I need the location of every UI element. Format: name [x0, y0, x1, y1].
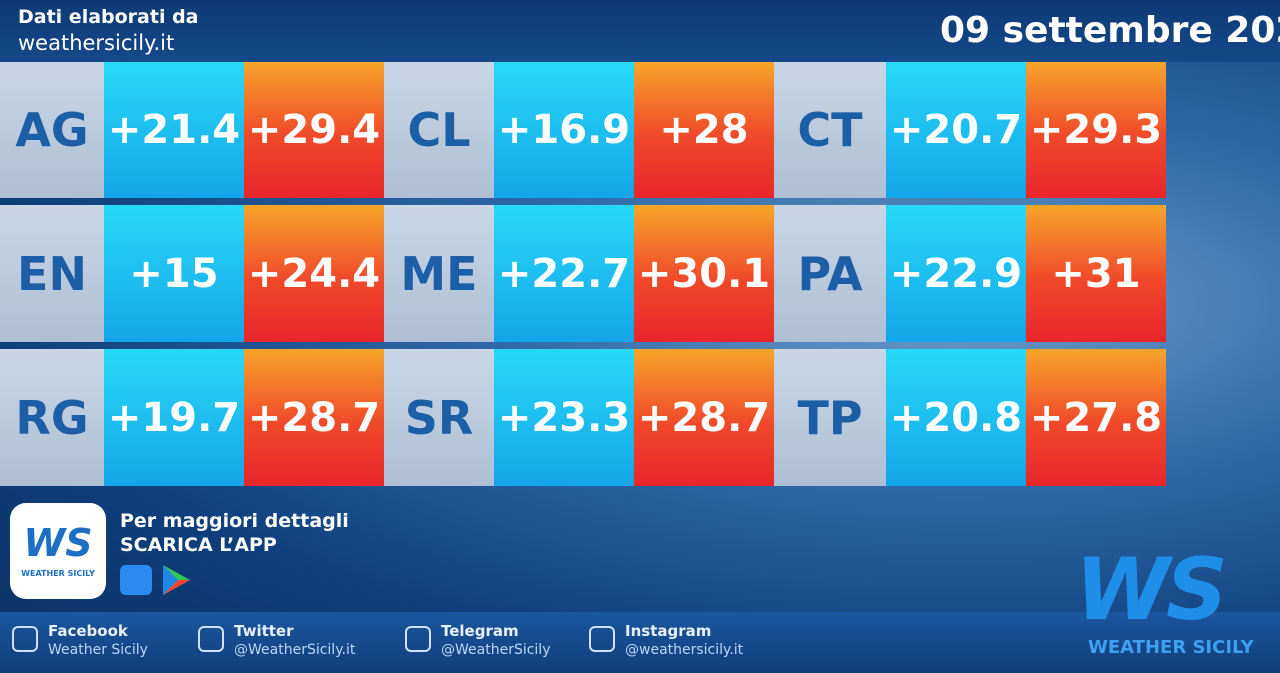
app-line2: SCARICA L’APP — [120, 534, 277, 556]
max-temp: +28.7 — [244, 349, 384, 486]
social-bar — [0, 612, 1280, 673]
province-code: CL — [384, 62, 494, 198]
social-handle: @weathersicily.it — [625, 642, 744, 658]
max-temp: +31 — [1026, 205, 1166, 342]
date: 09 settembre 202 — [940, 10, 1280, 51]
app-logo: WS — [23, 521, 93, 565]
social-handle: Weather Sicily — [48, 642, 148, 658]
social-icon — [405, 626, 431, 652]
max-temp: +27.8 — [1026, 349, 1166, 486]
play-store-icon[interactable] — [160, 563, 192, 597]
min-temp: +21.4 — [104, 62, 244, 198]
province-code: AG — [0, 62, 104, 198]
max-temp: +30.1 — [634, 205, 774, 342]
app-icon: WS WEATHER SICILY — [10, 503, 106, 599]
min-temp: +20.8 — [886, 349, 1026, 486]
province-code: EN — [0, 205, 104, 342]
max-temp: +29.4 — [244, 62, 384, 198]
province-code: TP — [774, 349, 886, 486]
social-name: Twitter — [234, 622, 294, 640]
province-code: PA — [774, 205, 886, 342]
brand-logo: WS — [1075, 540, 1228, 640]
social-name: Instagram — [625, 622, 712, 640]
social-link[interactable]: Twitter @WeatherSicily.it — [234, 622, 355, 660]
social-link[interactable]: Telegram @WeatherSicily — [441, 622, 550, 660]
app-line1: Per maggiori dettagli — [120, 510, 349, 532]
province-code: RG — [0, 349, 104, 486]
min-temp: +20.7 — [886, 62, 1026, 198]
header-bar — [0, 0, 1280, 62]
min-temp: +19.7 — [104, 349, 244, 486]
min-temp: +22.9 — [886, 205, 1026, 342]
max-temp: +28.7 — [634, 349, 774, 486]
social-handle: @WeatherSicily — [441, 642, 551, 658]
province-code: SR — [384, 349, 494, 486]
province-code: CT — [774, 62, 886, 198]
social-name: Telegram — [441, 622, 519, 640]
social-link[interactable]: Instagram @weathersicily.it — [625, 622, 743, 660]
min-temp: +16.9 — [494, 62, 634, 198]
social-icon — [198, 626, 224, 652]
social-icon — [12, 626, 38, 652]
app-logo-subtitle: WEATHER SICILY — [21, 569, 95, 578]
max-temp: +28 — [634, 62, 774, 198]
app-store-icon[interactable] — [120, 565, 152, 595]
province-code: ME — [384, 205, 494, 342]
min-temp: +15 — [104, 205, 244, 342]
social-icon — [589, 626, 615, 652]
max-temp: +24.4 — [244, 205, 384, 342]
social-handle: @WeatherSicily.it — [234, 642, 356, 658]
brand-name: WEATHER SICILY — [1088, 637, 1254, 658]
min-temp: +22.7 — [494, 205, 634, 342]
social-name: Facebook — [48, 622, 128, 640]
social-link[interactable]: Facebook Weather Sicily — [48, 622, 148, 660]
source-label: Dati elaborati da — [18, 6, 199, 28]
max-temp: +29.3 — [1026, 62, 1166, 198]
min-temp: +23.3 — [494, 349, 634, 486]
source-site: weathersicily.it — [18, 31, 175, 55]
